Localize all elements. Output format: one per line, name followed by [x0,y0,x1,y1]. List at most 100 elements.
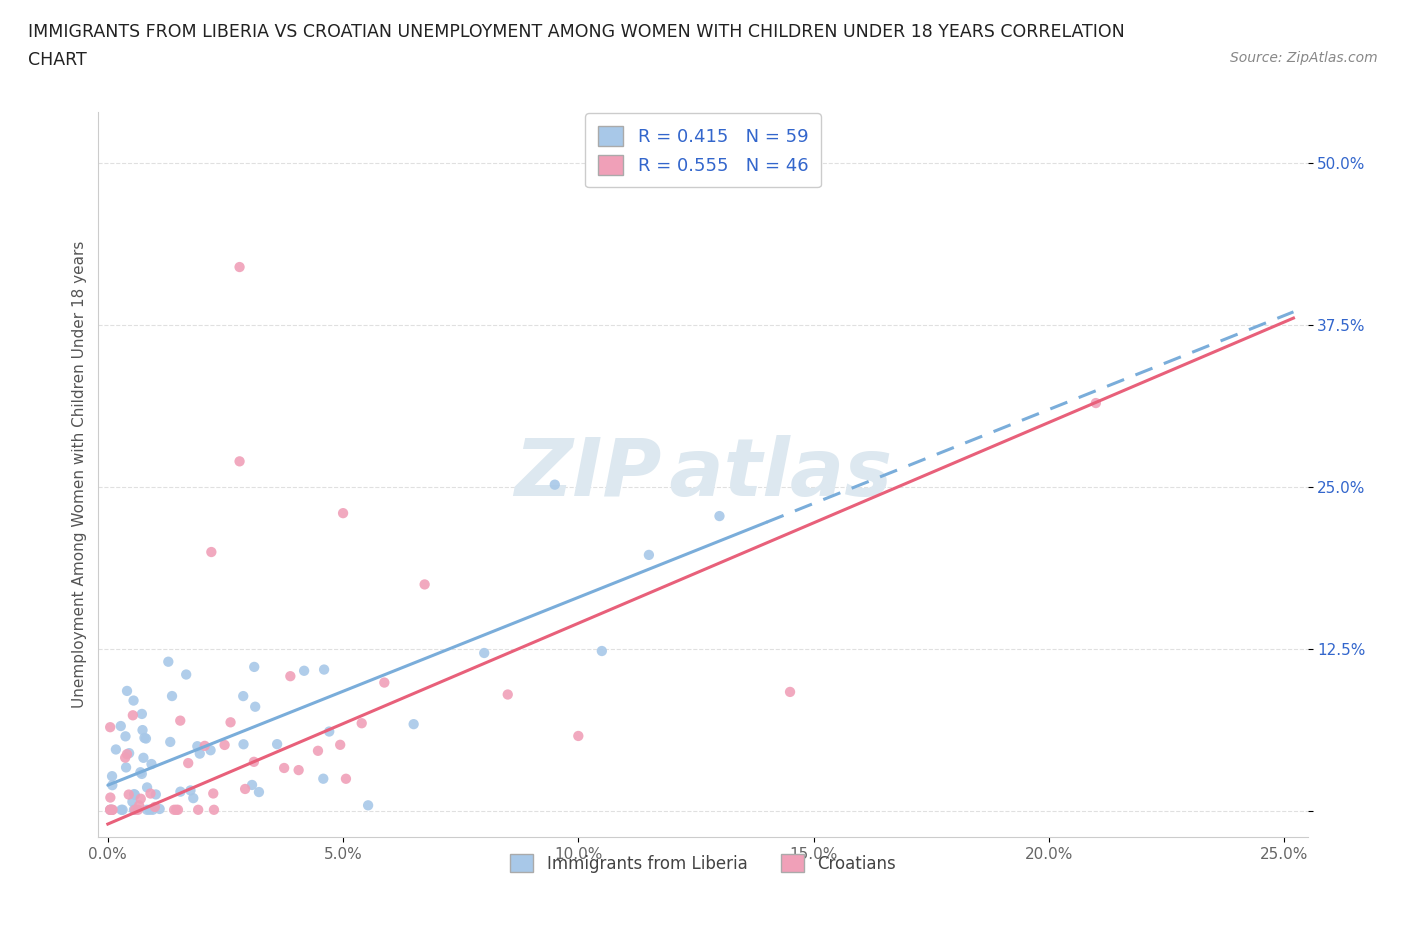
Point [101,769,124,784]
Point [98,803,121,817]
Point [127,803,149,817]
Y-axis label: Unemployment Among Women with Children Under 18 years: Unemployment Among Women with Children U… [72,241,87,708]
Point [169,713,191,728]
Point [232,688,254,703]
Point [472,645,495,660]
Point [121,794,143,809]
Point [496,687,519,702]
Point [373,675,395,690]
Point [101,803,124,817]
Point [332,506,354,521]
Point [115,760,138,775]
Point [124,788,146,803]
Point [709,509,731,524]
Point [101,803,124,817]
Point [98,803,121,817]
Point [143,800,166,815]
Point [219,715,242,730]
Legend: Immigrants from Liberia, Croatians: Immigrants from Liberia, Croatians [503,847,903,880]
Point [110,719,132,734]
Point [638,548,661,563]
Point [114,751,136,765]
Point [247,785,270,800]
Point [174,667,197,682]
Point [101,777,124,792]
Point [131,766,153,781]
Point [194,738,217,753]
Point [98,803,121,817]
Text: Source: ZipAtlas.com: Source: ZipAtlas.com [1230,51,1378,65]
Point [124,803,146,817]
Text: IMMIGRANTS FROM LIBERIA VS CROATIAN UNEMPLOYMENT AMONG WOMEN WITH CHILDREN UNDER: IMMIGRANTS FROM LIBERIA VS CROATIAN UNEM… [28,23,1125,41]
Point [131,707,153,722]
Point [118,746,141,761]
Point [292,663,315,678]
Point [141,757,163,772]
Point [122,803,145,817]
Point [145,787,167,802]
Point [228,259,250,274]
Point [228,454,250,469]
Point [240,777,263,792]
Point [149,802,172,817]
Point [233,781,256,796]
Text: CHART: CHART [28,51,87,69]
Point [273,761,295,776]
Point [318,724,340,739]
Point [232,737,254,751]
Point [591,644,613,658]
Point [160,688,183,703]
Point [122,693,145,708]
Point [335,771,357,786]
Point [118,787,141,802]
Point [202,786,225,801]
Point [165,803,187,817]
Point [329,737,352,752]
Point [157,655,180,670]
Point [115,747,138,762]
Point [188,746,211,761]
Point [136,780,159,795]
Point [544,477,567,492]
Point [129,764,152,779]
Point [567,728,589,743]
Point [350,716,373,731]
Point [98,720,121,735]
Point [122,787,145,802]
Point [186,738,208,753]
Point [110,803,132,817]
Point [243,754,266,769]
Point [179,783,201,798]
Point [177,756,200,771]
Point [245,699,267,714]
Point [402,717,425,732]
Point [1084,395,1107,410]
Point [287,763,309,777]
Point [159,735,181,750]
Point [129,791,152,806]
Point [136,803,159,817]
Point [307,743,329,758]
Point [139,786,162,801]
Point [121,708,143,723]
Point [134,730,156,745]
Point [163,803,186,817]
Point [200,545,222,560]
Point [114,729,136,744]
Point [128,798,150,813]
Point [214,737,236,752]
Point [314,662,336,677]
Point [413,577,436,591]
Point [181,790,204,805]
Point [280,669,302,684]
Point [111,803,134,817]
Point [115,684,138,698]
Point [100,803,122,817]
Point [312,771,335,786]
Point [98,790,121,805]
Point [266,737,288,751]
Point [243,659,266,674]
Point [167,803,190,817]
Point [131,723,153,737]
Point [132,751,155,765]
